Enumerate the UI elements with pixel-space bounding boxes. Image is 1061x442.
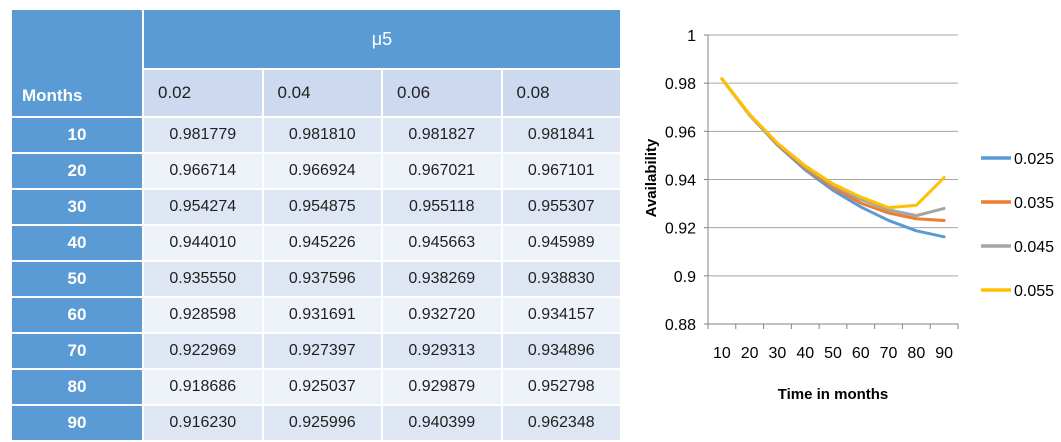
table-cell: 0.935550 bbox=[142, 260, 264, 298]
table-row: 30 0.954274 0.954875 0.955118 0.955307 bbox=[10, 188, 622, 226]
row-month-label: 30 bbox=[10, 188, 144, 226]
legend-entry-label: 0.055 bbox=[1014, 283, 1054, 300]
x-tick-label: 40 bbox=[796, 345, 814, 362]
legend-entry-label: 0.035 bbox=[1014, 195, 1054, 212]
table-row: 80 0.918686 0.925037 0.929879 0.952798 bbox=[10, 368, 622, 406]
x-tick-label: 70 bbox=[880, 345, 898, 362]
series-line-0.035 bbox=[720, 77, 946, 222]
column-header-1: 0.02 bbox=[142, 68, 264, 118]
table-cell: 0.981841 bbox=[500, 116, 622, 154]
column-header-3: 0.06 bbox=[381, 68, 503, 118]
x-tick-label: 60 bbox=[852, 345, 870, 362]
table-cell: 0.981779 bbox=[142, 116, 264, 154]
column-header-4: 0.08 bbox=[500, 68, 622, 118]
availability-table: Months μ5 0.02 0.04 0.06 0.08 10 0.981779 0.9… bbox=[10, 8, 622, 442]
table-cell: 0.928598 bbox=[142, 296, 264, 334]
x-tick-label: 30 bbox=[769, 345, 787, 362]
row-month-label: 40 bbox=[10, 224, 144, 262]
legend-entry-label: 0.025 bbox=[1014, 151, 1054, 168]
y-tick-label: 1 bbox=[687, 28, 696, 45]
row-month-label: 10 bbox=[10, 116, 144, 154]
x-tick-label: 20 bbox=[741, 345, 759, 362]
row-month-label: 80 bbox=[10, 368, 144, 406]
y-tick-label: 0.9 bbox=[674, 269, 696, 286]
table-cell: 0.967101 bbox=[500, 152, 622, 190]
y-axis-label: Availability bbox=[643, 138, 660, 217]
series-line-0.045 bbox=[720, 77, 946, 218]
table-cell: 0.925996 bbox=[261, 404, 383, 442]
table-cell: 0.934896 bbox=[500, 332, 622, 370]
table-cell: 0.918686 bbox=[142, 368, 264, 406]
table-cell: 0.954274 bbox=[142, 188, 264, 226]
series-lines bbox=[720, 77, 946, 239]
table-row: 60 0.928598 0.931691 0.932720 0.934157 bbox=[10, 296, 622, 334]
column-header-row: 0.02 0.04 0.06 0.08 bbox=[11, 68, 622, 118]
row-month-label: 70 bbox=[10, 332, 144, 370]
table-cell: 0.938830 bbox=[500, 260, 622, 298]
table-cell: 0.954875 bbox=[261, 188, 383, 226]
series-line-0.055 bbox=[720, 77, 946, 210]
table-cell: 0.944010 bbox=[142, 224, 264, 262]
table-cell: 0.937596 bbox=[261, 260, 383, 298]
x-tick-label: 90 bbox=[935, 345, 953, 362]
table-cell: 0.929879 bbox=[381, 368, 503, 406]
grid-lines bbox=[707, 34, 958, 325]
y-tick-label: 0.98 bbox=[665, 76, 696, 93]
table-cell: 0.932720 bbox=[381, 296, 503, 334]
table-cell: 0.966924 bbox=[261, 152, 383, 190]
table-cell: 0.967021 bbox=[381, 152, 503, 190]
table-cell: 0.922969 bbox=[142, 332, 264, 370]
table-cell: 0.955307 bbox=[500, 188, 622, 226]
x-tick-label: 80 bbox=[907, 345, 925, 362]
row-month-label: 60 bbox=[10, 296, 144, 334]
table-cell: 0.916230 bbox=[142, 404, 264, 442]
x-axis-ticks: 10 20 30 40 50 60 70 80 90 bbox=[707, 324, 959, 362]
table-row: 70 0.922969 0.927397 0.929313 0.934896 bbox=[10, 332, 622, 370]
table-cell: 0.962348 bbox=[500, 404, 622, 442]
legend: 0.025 0.035 0.045 0.055 bbox=[981, 151, 1054, 300]
x-tick-label: 10 bbox=[713, 345, 731, 362]
y-tick-label: 0.94 bbox=[665, 173, 696, 190]
table-cell: 0.940399 bbox=[381, 404, 503, 442]
y-tick-label: 0.88 bbox=[665, 317, 696, 334]
y-tick-label: 0.92 bbox=[665, 221, 696, 238]
table-row: 10 0.981779 0.981810 0.981827 0.981841 bbox=[10, 116, 622, 154]
table-cell: 0.931691 bbox=[261, 296, 383, 334]
mu5-group-header: μ5 bbox=[142, 8, 622, 70]
x-tick-label: 50 bbox=[824, 345, 842, 362]
availability-line-chart: 0.88 0.9 0.92 0.94 0.96 0.98 1 10 20 30 40 50 60 70 8… bbox=[643, 28, 1054, 403]
table-cell: 0.927397 bbox=[261, 332, 383, 370]
x-axis-label: Time in months bbox=[778, 386, 889, 403]
table-cell: 0.945663 bbox=[381, 224, 503, 262]
legend-entry-label: 0.045 bbox=[1014, 239, 1054, 256]
y-tick-label: 0.96 bbox=[665, 124, 696, 141]
table-row: 90 0.916230 0.925996 0.940399 0.962348 bbox=[10, 404, 622, 442]
table-row: 20 0.966714 0.966924 0.967021 0.967101 bbox=[10, 152, 622, 190]
y-axis-ticks: 0.88 0.9 0.92 0.94 0.96 0.98 1 bbox=[665, 28, 708, 334]
column-header-2: 0.04 bbox=[261, 68, 383, 118]
table-cell: 0.925037 bbox=[261, 368, 383, 406]
row-month-label: 20 bbox=[10, 152, 144, 190]
table-cell: 0.945226 bbox=[261, 224, 383, 262]
table-cell: 0.929313 bbox=[381, 332, 503, 370]
table-cell: 0.934157 bbox=[500, 296, 622, 334]
months-header: Months bbox=[10, 8, 144, 118]
table-cell: 0.938269 bbox=[381, 260, 503, 298]
table-row: 50 0.935550 0.937596 0.938269 0.938830 bbox=[10, 260, 622, 298]
table-cell: 0.981810 bbox=[261, 116, 383, 154]
table-cell: 0.952798 bbox=[500, 368, 622, 406]
table-row: 40 0.944010 0.945226 0.945663 0.945989 bbox=[10, 224, 622, 262]
row-month-label: 90 bbox=[10, 404, 144, 442]
table-cell: 0.955118 bbox=[381, 188, 503, 226]
row-month-label: 50 bbox=[10, 260, 144, 298]
table-cell: 0.981827 bbox=[381, 116, 503, 154]
table-cell: 0.966714 bbox=[142, 152, 264, 190]
table-cell: 0.945989 bbox=[500, 224, 622, 262]
